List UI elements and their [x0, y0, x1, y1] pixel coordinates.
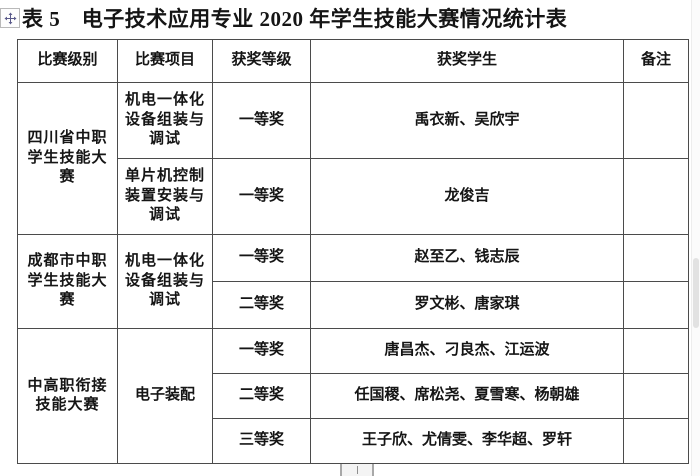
cell-competition-level: 成都市中职学生技能大赛 — [17, 234, 118, 329]
competition-stats-table: 比赛级别 比赛项目 获奖等级 获奖学生 备注 四川省中职学生技能大赛 机电一体化… — [17, 39, 689, 464]
column-header-award: 获奖等级 — [212, 39, 311, 83]
table-row: 三等奖 王子欣、尤倩雯、李华超、罗轩 — [18, 418, 689, 464]
cell-remark — [623, 281, 689, 329]
cell-competition-project: 机电一体化设备组装与调试 — [117, 82, 213, 159]
cell-competition-project: 电子装配 — [117, 328, 213, 464]
table-move-handle[interactable] — [0, 8, 20, 28]
cell-award-level: 一等奖 — [212, 328, 311, 374]
cell-award-students: 任国稷、席松尧、夏雪寒、杨朝雄 — [310, 373, 624, 419]
cell-remark — [623, 373, 689, 419]
table-row: 成都市中职学生技能大赛 机电一体化设备组装与调试 一等奖 赵至乙、钱志辰 — [17, 234, 689, 329]
vertical-scrollbar[interactable] — [691, 0, 700, 476]
page-title: 表 5 电子技术应用专业 2020 年学生技能大赛情况统计表 — [22, 7, 568, 31]
column-header-remark: 备注 — [623, 39, 689, 83]
table-header: 比赛级别 比赛项目 获奖等级 获奖学生 备注 — [17, 39, 689, 83]
cell-remark — [623, 82, 689, 159]
cell-award-students: 禹衣新、吴欣宇 — [310, 82, 624, 159]
cell-award-students: 王子欣、尤倩雯、李华超、罗轩 — [310, 418, 624, 464]
column-header-student: 获奖学生 — [310, 39, 624, 83]
cell-remark — [623, 234, 689, 282]
cell-remark — [623, 328, 689, 374]
column-resize-handle[interactable] — [340, 464, 374, 476]
table-header-row: 比赛级别 比赛项目 获奖等级 获奖学生 备注 — [17, 39, 689, 83]
cell-competition-level: 中高职衔接技能大赛 — [17, 328, 118, 464]
cell-competition-project: 机电一体化设备组装与调试 — [117, 234, 213, 329]
table-row: 二等奖 罗文彬、唐家琪 — [18, 281, 689, 329]
vertical-scrollbar-thumb[interactable] — [693, 258, 699, 328]
cell-award-level: 一等奖 — [212, 234, 311, 282]
cell-award-level: 三等奖 — [212, 418, 311, 464]
column-header-project: 比赛项目 — [117, 39, 213, 83]
cell-remark — [623, 418, 689, 464]
column-resize-tick-icon — [357, 466, 358, 474]
cell-award-level: 二等奖 — [212, 373, 311, 419]
cell-award-level: 一等奖 — [212, 158, 311, 235]
table-row: 四川省中职学生技能大赛 机电一体化设备组装与调试 一等奖 禹衣新、吴欣宇 — [17, 82, 689, 235]
table-row: 中高职衔接技能大赛 电子装配 一等奖 唐昌杰、刁良杰、江运波 — [17, 328, 689, 464]
cell-award-students: 龙俊吉 — [310, 158, 624, 235]
cell-competition-level: 四川省中职学生技能大赛 — [17, 82, 118, 235]
table-body: 四川省中职学生技能大赛 机电一体化设备组装与调试 一等奖 禹衣新、吴欣宇 单片机… — [17, 82, 689, 464]
cell-competition-project: 单片机控制装置安装与调试 — [117, 158, 213, 235]
cell-award-level: 二等奖 — [212, 281, 311, 329]
move-four-arrows-icon — [4, 12, 16, 24]
cell-award-students: 罗文彬、唐家琪 — [310, 281, 624, 329]
column-header-level: 比赛级别 — [17, 39, 118, 83]
table-row: 二等奖 任国稷、席松尧、夏雪寒、杨朝雄 — [18, 373, 689, 419]
table-row: 单片机控制装置安装与调试 一等奖 龙俊吉 — [18, 158, 689, 235]
cell-award-students: 唐昌杰、刁良杰、江运波 — [310, 328, 624, 374]
cell-award-students: 赵至乙、钱志辰 — [310, 234, 624, 282]
cell-award-level: 一等奖 — [212, 82, 311, 159]
cell-remark — [623, 158, 689, 235]
